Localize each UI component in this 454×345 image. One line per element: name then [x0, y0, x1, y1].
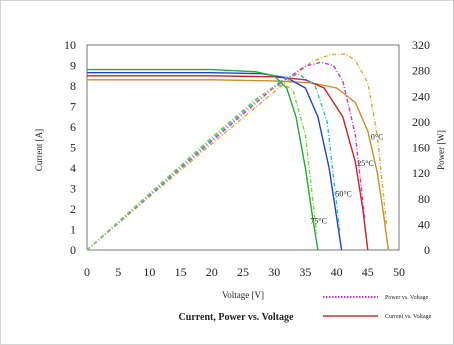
current-curve-50c [87, 71, 343, 251]
power-curve-50c [86, 73, 341, 251]
temperature-labels: 0°C 25°C 50°C 75°C [310, 132, 383, 225]
y-right-tick-label: 40 [418, 217, 430, 231]
x-tick-label: 30 [268, 265, 280, 279]
y-right-tick-label: 280 [412, 64, 430, 78]
power-curve-25c [86, 61, 366, 251]
legend-power-label: Power vs. Voltage [385, 295, 429, 301]
current-curve-0c [87, 79, 390, 251]
x-tick-label: 40 [331, 265, 343, 279]
legend: Power vs. Voltage Current vs. Voltage [323, 295, 432, 320]
y-left-tick-label: 7 [70, 100, 76, 114]
y-right-tick-label: 240 [412, 89, 430, 103]
power-curve-75c [86, 83, 318, 251]
y-right-tick-label: 0 [424, 243, 430, 257]
x-axis-label: Voltage [V] [222, 290, 264, 300]
x-tick-label: 35 [299, 265, 311, 279]
current-curve-75c [87, 68, 319, 251]
x-tick-label: 5 [115, 265, 121, 279]
temperature-label: 50°C [335, 190, 352, 199]
x-tick-label: 0 [84, 265, 90, 279]
x-tick-label: 10 [143, 265, 155, 279]
y-right-tick-label: 320 [412, 38, 430, 52]
y-left-tick-label: 4 [70, 161, 76, 175]
y-left-tick-label: 9 [70, 59, 76, 73]
temperature-label: 75°C [310, 216, 327, 225]
x-tick-label: 45 [362, 265, 374, 279]
y-left-tick-label: 6 [70, 120, 76, 134]
y-right-tick-label: 80 [418, 192, 430, 206]
y-right-tick-label: 120 [412, 166, 430, 180]
current-curve-25c [87, 75, 369, 251]
y-left-tick-label: 3 [70, 182, 76, 196]
power-curve-0c [86, 53, 388, 251]
y-left-tick-label: 1 [70, 223, 76, 237]
y-left-tick-label: 0 [70, 243, 76, 257]
x-tick-label: 15 [175, 265, 187, 279]
y-right-tick-label: 160 [412, 141, 430, 155]
temperature-label: 0°C [371, 132, 384, 141]
y-left-tick-label: 5 [70, 141, 76, 155]
y-left-tick-label: 2 [70, 202, 76, 216]
y-left-tick-label: 10 [64, 38, 76, 52]
y-right-tick-label: 200 [412, 115, 430, 129]
x-tick-label: 20 [206, 265, 218, 279]
y-left-axis-label: Current [A] [34, 129, 44, 171]
x-tick-label: 25 [237, 265, 249, 279]
y-right-tick-labels: 0 40 80 120 160 200 240 280 320 [412, 38, 430, 257]
temperature-label: 25°C [357, 159, 374, 168]
x-tick-label: 50 [393, 265, 405, 279]
series-lines [86, 53, 390, 251]
y-left-tick-labels: 0 1 2 3 4 5 6 7 8 9 10 [64, 38, 76, 257]
y-left-tick-label: 8 [70, 79, 76, 93]
y-right-axis-label: Power [W] [436, 130, 446, 170]
legend-current-label: Current vs. Voltage [385, 314, 432, 320]
x-tick-labels: 0 5 10 15 20 25 30 35 40 45 50 [84, 265, 405, 279]
chart-title: Current, Power vs. Voltage [179, 312, 294, 323]
plot-area [86, 44, 400, 251]
